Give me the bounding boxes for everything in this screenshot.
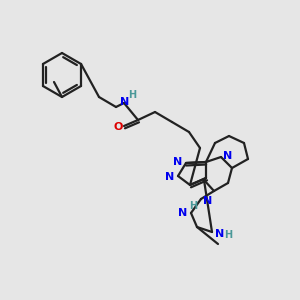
- Text: H: H: [189, 201, 197, 211]
- Text: N: N: [203, 196, 213, 206]
- Text: N: N: [120, 97, 130, 107]
- Text: N: N: [224, 151, 232, 161]
- Text: N: N: [173, 157, 183, 167]
- Text: H: H: [224, 230, 232, 240]
- Text: H: H: [128, 90, 136, 100]
- Text: O: O: [113, 122, 123, 132]
- Text: N: N: [165, 172, 175, 182]
- Text: N: N: [178, 208, 188, 218]
- Text: N: N: [215, 229, 225, 239]
